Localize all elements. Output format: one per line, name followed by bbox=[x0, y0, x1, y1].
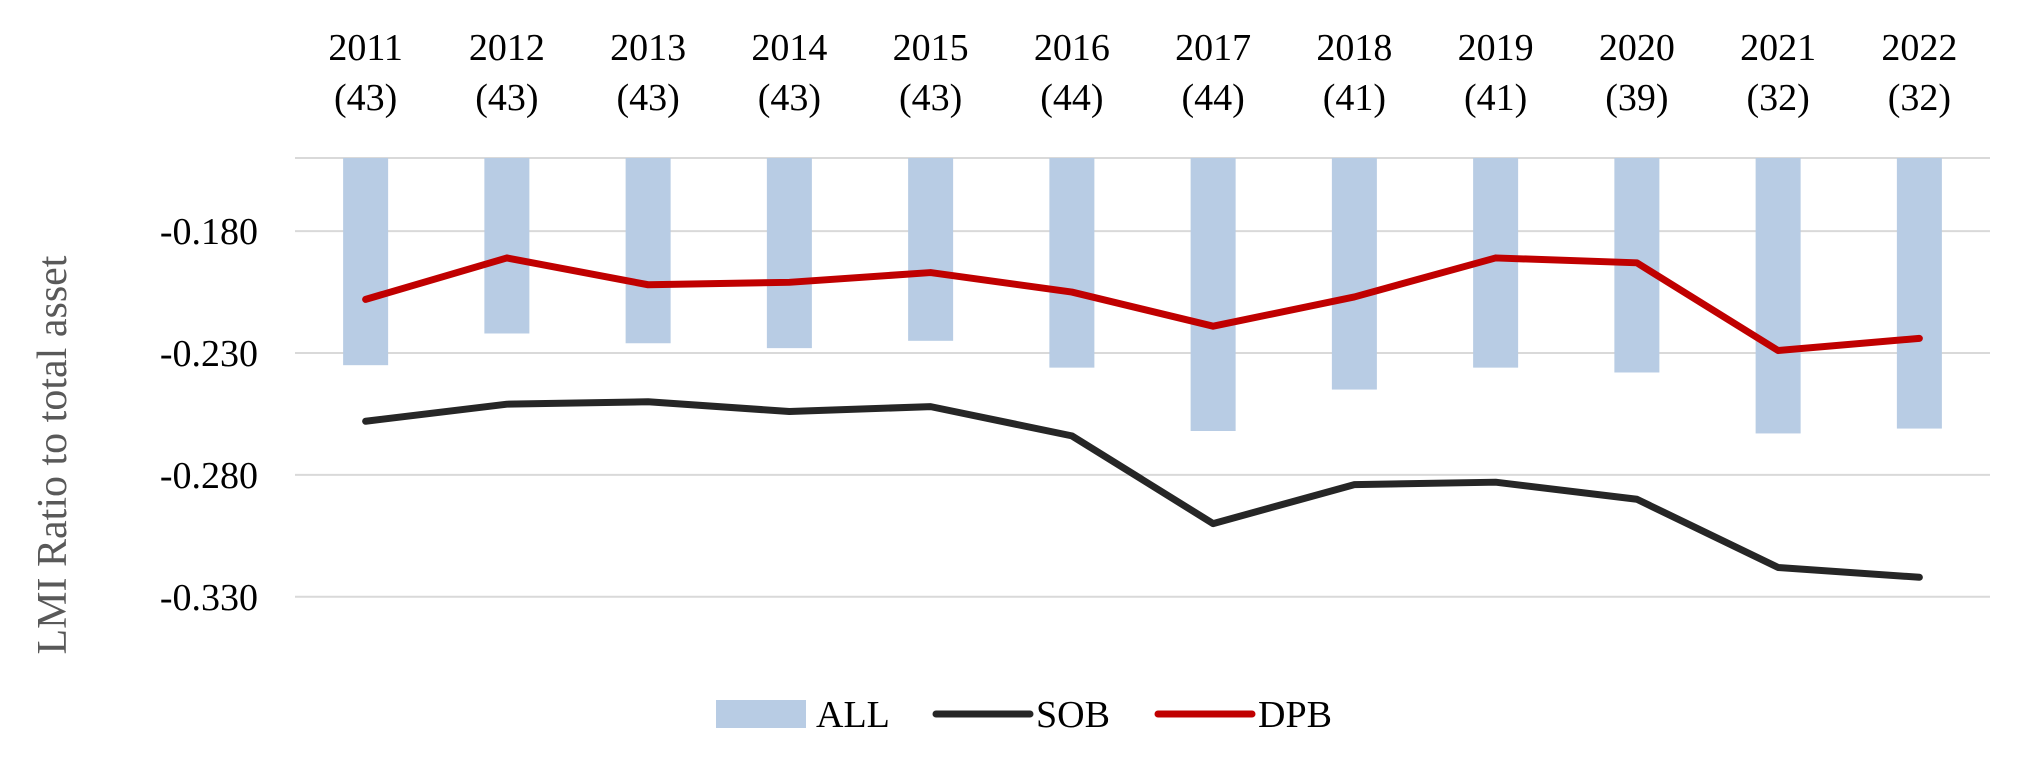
bar-all-2015 bbox=[908, 158, 954, 341]
series-lines bbox=[362, 254, 1923, 581]
category-year-label: 2019 bbox=[1458, 27, 1534, 69]
category-year-label: 2021 bbox=[1740, 27, 1816, 69]
category-year-label: 2015 bbox=[893, 27, 969, 69]
bar-all-2012 bbox=[484, 158, 530, 334]
bar-all-2011 bbox=[343, 158, 389, 366]
bar-all-2018 bbox=[1331, 158, 1377, 390]
line-dpb bbox=[362, 254, 1923, 355]
category-year-label: 2012 bbox=[469, 27, 545, 69]
bar-all-2014 bbox=[766, 158, 812, 349]
legend-label-sob: SOB bbox=[1036, 694, 1110, 736]
bar-all-2022 bbox=[1896, 158, 1942, 429]
category-count-label: (39) bbox=[1605, 77, 1668, 119]
bar-all-2013 bbox=[625, 158, 671, 344]
all-bars bbox=[343, 158, 1942, 434]
y-axis-title: LMI Ratio to total asset bbox=[30, 255, 76, 654]
category-count-label: (32) bbox=[1888, 77, 1951, 119]
legend-label-all: ALL bbox=[816, 694, 890, 736]
y-tick-label: -0.230 bbox=[160, 333, 258, 375]
category-year-label: 2014 bbox=[751, 27, 827, 69]
bar-all-2017 bbox=[1190, 158, 1236, 431]
gridlines bbox=[295, 157, 1990, 598]
category-year-label: 2020 bbox=[1599, 27, 1675, 69]
legend-swatch-all bbox=[716, 700, 806, 728]
category-year-label: 2016 bbox=[1034, 27, 1110, 69]
category-count-label: (43) bbox=[899, 77, 962, 119]
legend-label-dpb: DPB bbox=[1258, 694, 1332, 736]
category-count-label: (32) bbox=[1746, 77, 1809, 119]
category-year-label: 2018 bbox=[1316, 27, 1392, 69]
category-labels: 2011 (43) 2012 (43) 2013 (43) 2014 (43) 2015 (43)… bbox=[328, 27, 1957, 119]
category-year-label: 2017 bbox=[1175, 27, 1251, 69]
category-count-label: (44) bbox=[1181, 77, 1244, 119]
category-count-label: (43) bbox=[334, 77, 397, 119]
y-tick-label: -0.330 bbox=[160, 577, 258, 619]
category-count-label: (43) bbox=[475, 77, 538, 119]
bar-all-2021 bbox=[1755, 158, 1801, 434]
category-count-label: (43) bbox=[616, 77, 679, 119]
y-tick-label: -0.280 bbox=[160, 455, 258, 497]
category-year-label: 2011 bbox=[328, 27, 403, 69]
category-count-label: (41) bbox=[1323, 77, 1386, 119]
category-year-label: 2013 bbox=[610, 27, 686, 69]
category-year-label: 2022 bbox=[1881, 27, 1957, 69]
y-tick-label: -0.180 bbox=[160, 211, 258, 253]
line-sob bbox=[362, 398, 1923, 581]
bar-all-2016 bbox=[1049, 158, 1095, 368]
category-count-label: (41) bbox=[1464, 77, 1527, 119]
legend: ALL SOB DPB bbox=[716, 694, 1332, 736]
category-count-label: (43) bbox=[758, 77, 821, 119]
category-count-label: (44) bbox=[1040, 77, 1103, 119]
y-axis-ticks: -0.180 -0.230 -0.280 -0.330 bbox=[160, 211, 258, 619]
